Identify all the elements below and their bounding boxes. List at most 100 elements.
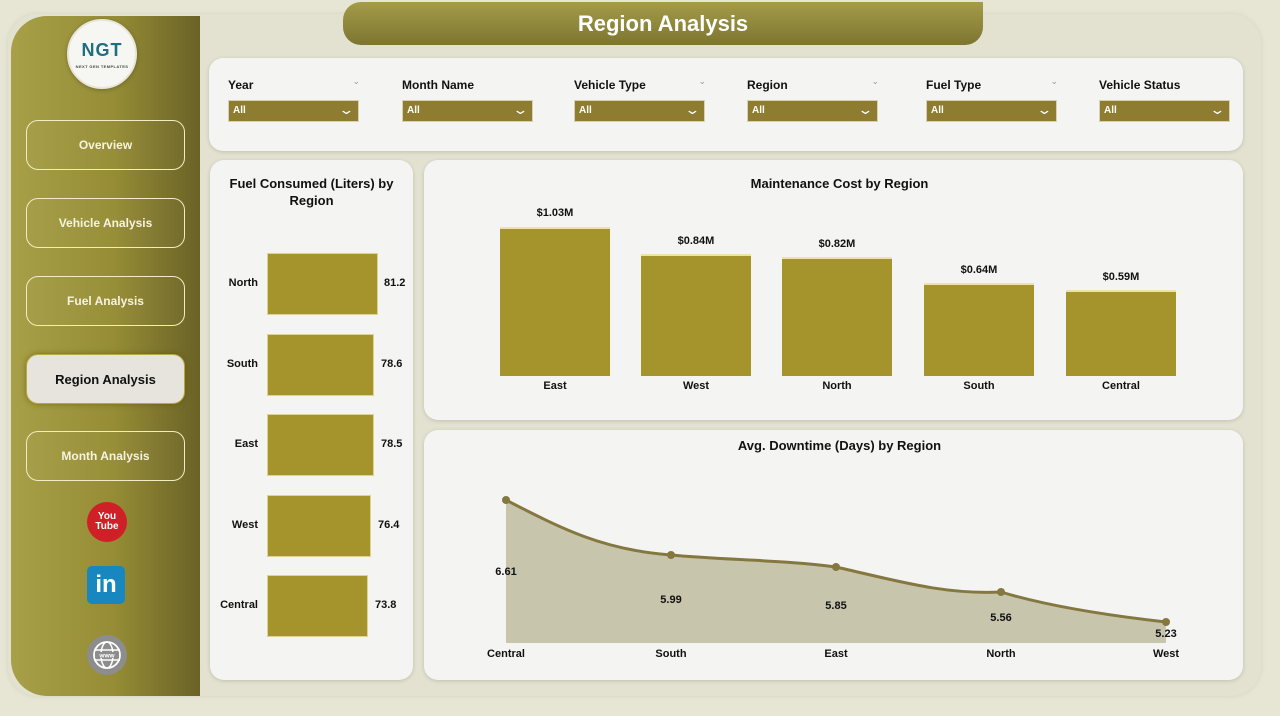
area-chart-plot: 6.61 5.99 5.85 5.56 5.23 Central South E… xyxy=(487,496,1179,660)
chevron-down-icon[interactable]: ⌄ xyxy=(871,76,879,86)
data-point[interactable] xyxy=(502,496,510,504)
bar-row: East 78.5 xyxy=(210,414,413,476)
chevron-down-icon[interactable]: ⌄ xyxy=(352,76,360,86)
website-globe-icon[interactable]: www xyxy=(87,635,127,675)
bar[interactable] xyxy=(267,414,374,476)
bar[interactable] xyxy=(267,334,374,396)
bar-category: Central xyxy=(1102,380,1140,392)
data-point[interactable] xyxy=(667,551,675,559)
bar-value: 81.2 xyxy=(384,277,406,289)
chevron-down-icon: ⌄ xyxy=(684,102,701,117)
dropdown-value: All xyxy=(931,105,944,116)
bar-value: $0.82M xyxy=(818,238,856,250)
area-fill xyxy=(506,500,1166,643)
bar-value: 78.5 xyxy=(381,438,403,450)
svg-text:East: East xyxy=(824,648,848,660)
bar-value: $0.84M xyxy=(677,235,715,247)
svg-text:Central: Central xyxy=(487,648,525,660)
year-dropdown[interactable]: All ⌄ xyxy=(228,100,359,122)
nav-month-analysis-button[interactable]: Month Analysis xyxy=(26,431,185,481)
data-point[interactable] xyxy=(832,563,840,571)
dropdown-value: All xyxy=(1104,105,1117,116)
bar-category: East xyxy=(543,380,567,392)
chevron-down-icon: ⌄ xyxy=(1036,102,1053,117)
logo-mark: NGT xyxy=(81,39,123,60)
bar-row: Central 73.8 xyxy=(210,575,413,637)
nav-label: Overview xyxy=(78,138,133,152)
bar[interactable] xyxy=(267,495,371,557)
bar[interactable] xyxy=(924,283,1034,376)
youtube-icon[interactable]: You Tube xyxy=(87,502,127,542)
chevron-down-icon: ⌄ xyxy=(338,102,355,117)
bar[interactable] xyxy=(500,227,610,376)
data-point[interactable] xyxy=(1162,618,1170,626)
chevron-down-icon[interactable]: ⌄ xyxy=(698,76,706,86)
nav-label: Fuel Analysis xyxy=(67,294,144,308)
bar-value: 78.6 xyxy=(381,358,403,370)
linkedin-text: in xyxy=(95,571,117,598)
bar-category: South xyxy=(226,358,258,370)
bar-row: West 76.4 xyxy=(210,495,413,557)
dropdown-value: All xyxy=(579,105,592,116)
nav-label: Region Analysis xyxy=(55,371,156,387)
svg-text:6.61: 6.61 xyxy=(495,566,516,578)
chevron-down-icon: ⌄ xyxy=(1209,102,1226,117)
bar[interactable] xyxy=(267,575,368,637)
chevron-down-icon: ⌄ xyxy=(857,102,874,117)
bar-category: West xyxy=(231,519,258,531)
bar-value: 73.8 xyxy=(375,599,397,611)
nav-label: Month Analysis xyxy=(61,449,150,463)
svg-text:5.99: 5.99 xyxy=(660,594,681,606)
chevron-down-icon[interactable]: ⌄ xyxy=(1050,76,1058,86)
bar-category: East xyxy=(234,438,258,450)
page-title: Region Analysis xyxy=(577,10,749,36)
svg-text:5.56: 5.56 xyxy=(990,612,1011,624)
data-point[interactable] xyxy=(997,588,1005,596)
youtube-text-bottom: Tube xyxy=(95,521,119,532)
bar-category: North xyxy=(228,277,258,289)
nav-label: Vehicle Analysis xyxy=(58,216,153,230)
youtube-text-top: You xyxy=(97,511,117,522)
linkedin-icon[interactable]: in xyxy=(87,566,125,604)
bar-row: South 78.6 xyxy=(210,334,413,396)
nav-vehicle-analysis-button[interactable]: Vehicle Analysis xyxy=(26,198,185,248)
chart-title: Avg. Downtime (Days) by Region xyxy=(737,438,942,453)
nav-overview-button[interactable]: Overview xyxy=(26,120,185,170)
dropdown-value: All xyxy=(407,105,420,116)
globe-icon: www xyxy=(93,641,121,669)
bar-value: $0.64M xyxy=(960,264,998,276)
filters-panel: Year ⌄ All ⌄ Month Name All ⌄ Vehicle Type… xyxy=(209,58,1243,151)
nav-region-analysis-button[interactable]: Region Analysis xyxy=(26,354,185,404)
maintenance-cost-chart: Maintenance Cost by Region $1.03M East $… xyxy=(424,160,1243,420)
filter-label: Vehicle Type xyxy=(574,78,646,92)
bar-category: West xyxy=(682,380,710,392)
fuel-type-dropdown[interactable]: All ⌄ xyxy=(926,100,1057,122)
filter-label: Vehicle Status xyxy=(1099,78,1181,92)
nav-fuel-analysis-button[interactable]: Fuel Analysis xyxy=(26,276,185,326)
bar-value: $1.03M xyxy=(536,207,574,219)
bar-value: 76.4 xyxy=(378,519,400,531)
bar-category: Central xyxy=(220,599,258,611)
filter-label: Fuel Type xyxy=(926,78,982,92)
logo-tagline: NEXT GEN TEMPLATES xyxy=(75,63,129,69)
month-name-dropdown[interactable]: All ⌄ xyxy=(402,100,533,122)
bar-category: North xyxy=(822,380,852,392)
region-dropdown[interactable]: All ⌄ xyxy=(747,100,878,122)
bar[interactable] xyxy=(641,254,751,376)
filter-label: Region xyxy=(747,78,788,92)
svg-text:North: North xyxy=(986,648,1016,660)
svg-text:South: South xyxy=(655,648,686,660)
filter-label: Month Name xyxy=(402,78,474,92)
vehicle-type-dropdown[interactable]: All ⌄ xyxy=(574,100,705,122)
chart-title: Maintenance Cost by Region xyxy=(750,176,929,191)
ngt-logo: NGT NEXT GEN TEMPLATES xyxy=(67,19,137,89)
svg-text:West: West xyxy=(1153,648,1179,660)
bar-value: $0.59M xyxy=(1102,271,1140,283)
filter-label: Year xyxy=(228,78,254,92)
bar[interactable] xyxy=(782,257,892,376)
vehicle-status-dropdown[interactable]: All ⌄ xyxy=(1099,100,1230,122)
bar[interactable] xyxy=(1066,290,1176,376)
bar-category: South xyxy=(963,380,995,392)
bar[interactable] xyxy=(267,253,378,315)
bar-row: North 81.2 xyxy=(210,253,413,315)
